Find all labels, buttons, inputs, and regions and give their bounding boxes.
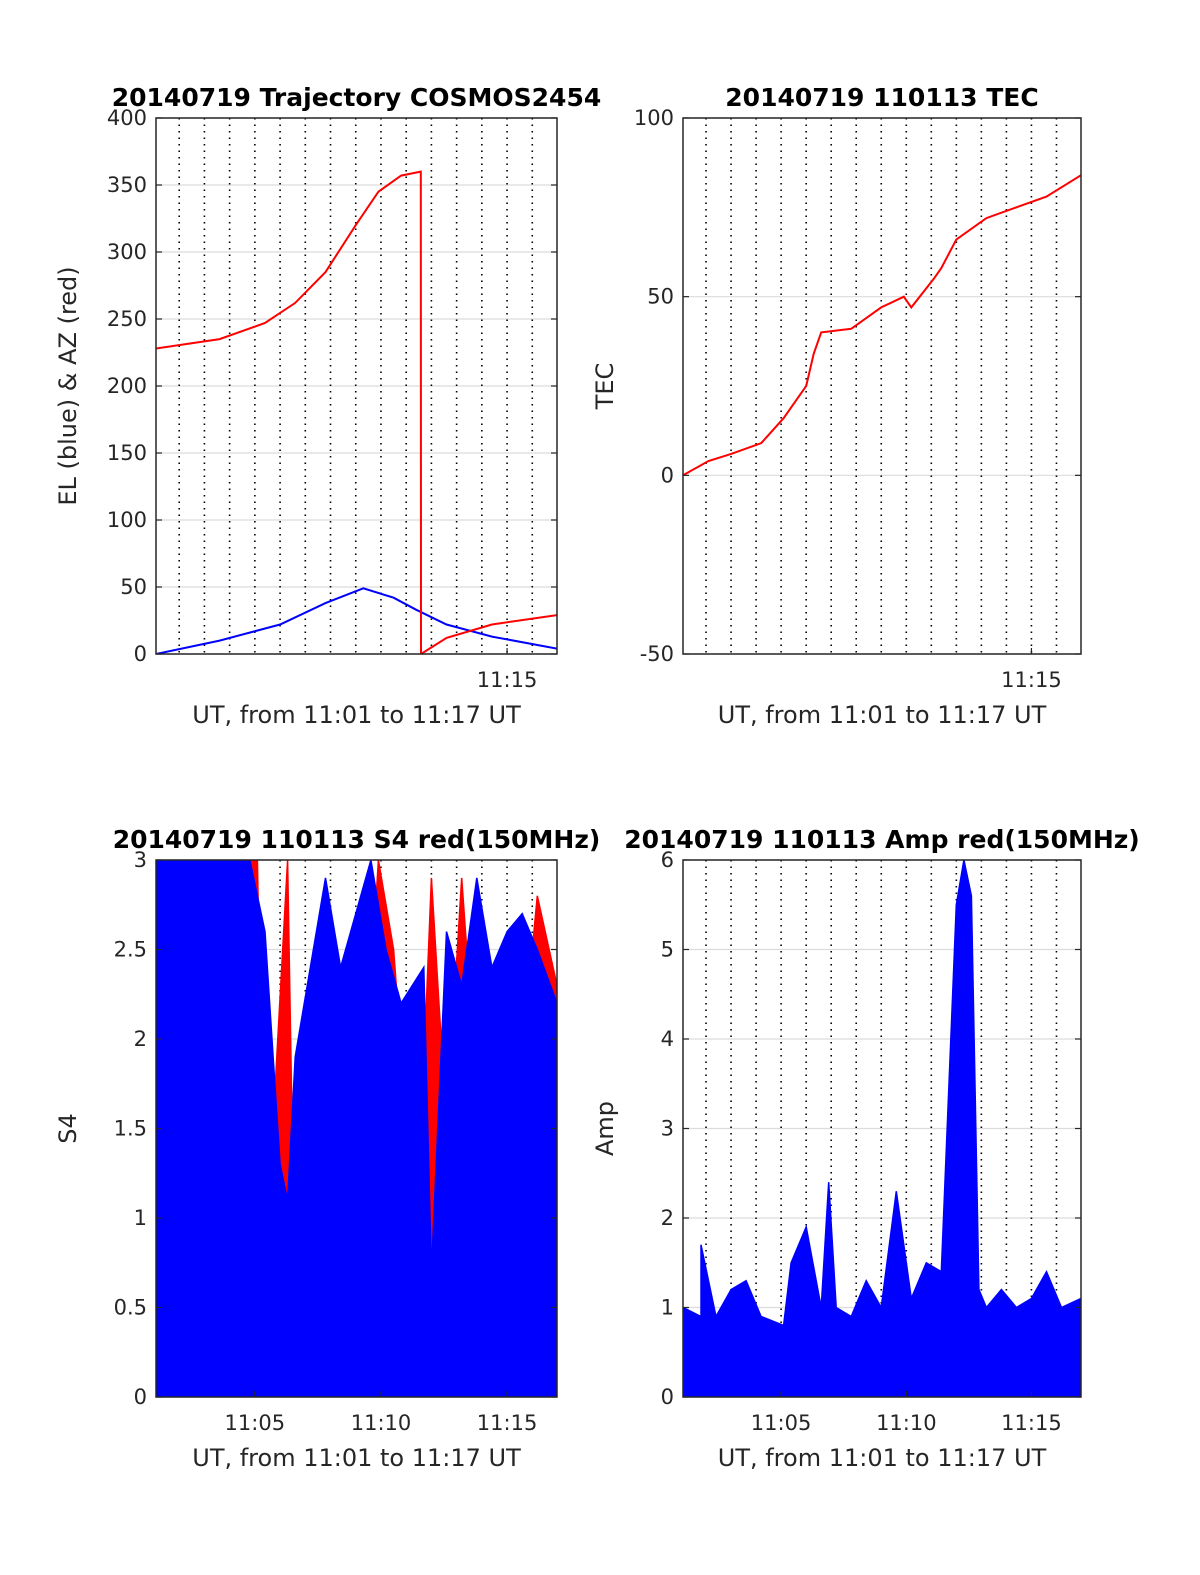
y-tick-label: 2.5 — [114, 938, 147, 962]
x-tick-label: 11:15 — [1001, 668, 1062, 692]
y-tick-label: 50 — [647, 285, 674, 309]
y-axis-label: EL (blue) & AZ (red) — [54, 266, 82, 505]
y-tick-label: 5 — [661, 938, 674, 962]
y-tick-label: 0 — [134, 642, 147, 666]
chart-panel-2: -50 0 50 100 11:15 20140719 110113 TEC UT, fro… — [591, 83, 1082, 729]
chart-title: 20140719 110113 Amp red(150MHz) — [624, 825, 1140, 854]
y-tick-label: 3 — [134, 848, 147, 872]
y-tick-label: 0 — [661, 1385, 674, 1409]
series-group — [156, 860, 557, 1397]
chart-title: 20140719 Trajectory COSMOS2454 — [112, 83, 602, 112]
chart-panel-3: 0 0.5 1 1.5 2 2.5 3 11:05 11:10 11:15 20140719 110… — [54, 825, 600, 1472]
y-tick-label: 1 — [134, 1206, 147, 1230]
y-axis-label: Amp — [591, 1101, 619, 1156]
y-tick-label: -50 — [640, 642, 674, 666]
x-axis-label: UT, from 11:01 to 11:17 UT — [192, 701, 521, 729]
x-tick-label: 11:05 — [225, 1411, 286, 1435]
y-tick-label: 250 — [107, 307, 147, 331]
x-axis-label: UT, from 11:01 to 11:17 UT — [718, 701, 1047, 729]
y-tick-label: 0 — [661, 463, 674, 487]
chart-panel-1: 0 50 100 150 200 250 300 350 400 11:15 20140719 Tr… — [54, 83, 601, 729]
x-tick-label: 11:15 — [477, 668, 538, 692]
series-group — [156, 170, 557, 654]
y-tick-label: 300 — [107, 240, 147, 264]
x-tick-label: 11:15 — [477, 1411, 538, 1435]
y-tick-label: 200 — [107, 374, 147, 398]
y-tick-label: 100 — [634, 106, 674, 130]
y-tick-label: 150 — [107, 441, 147, 465]
y-tick-label: 2 — [661, 1206, 674, 1230]
y-tick-label: 100 — [107, 508, 147, 532]
series-group — [683, 860, 1081, 1397]
y-tick-label: 6 — [661, 848, 674, 872]
series-group — [683, 174, 1081, 477]
series-2-area — [156, 860, 557, 1397]
series-1-line — [683, 174, 1081, 477]
x-axis-label: UT, from 11:01 to 11:17 UT — [718, 1444, 1047, 1472]
y-tick-label: 4 — [661, 1027, 674, 1051]
y-tick-label: 350 — [107, 173, 147, 197]
y-tick-label: 0 — [134, 1385, 147, 1409]
y-tick-label: 1 — [661, 1296, 674, 1320]
y-tick-label: 2 — [134, 1027, 147, 1051]
y-axis-label: S4 — [54, 1113, 82, 1144]
y-tick-label: 50 — [120, 575, 147, 599]
chart-title: 20140719 110113 TEC — [725, 83, 1038, 112]
x-tick-label: 11:15 — [1001, 1411, 1062, 1435]
y-tick-label: 1.5 — [114, 1117, 147, 1141]
y-tick-label: 0.5 — [114, 1296, 147, 1320]
x-axis-label: UT, from 11:01 to 11:17 UT — [192, 1444, 521, 1472]
series-1-area — [683, 860, 1081, 1397]
x-tick-label: 11:10 — [876, 1411, 937, 1435]
chart-title: 20140719 110113 S4 red(150MHz) — [113, 825, 601, 854]
axes-box — [682, 117, 1082, 655]
x-tick-label: 11:05 — [751, 1411, 812, 1435]
chart-panel-4: 0 1 2 3 4 5 6 11:05 11:10 11:15 20140719 110113 Am… — [591, 825, 1140, 1472]
y-axis-label: TEC — [591, 363, 619, 411]
y-tick-label: 400 — [107, 106, 147, 130]
y-tick-label: 3 — [661, 1117, 674, 1141]
x-tick-label: 11:10 — [351, 1411, 412, 1435]
series-2-line — [156, 170, 557, 654]
